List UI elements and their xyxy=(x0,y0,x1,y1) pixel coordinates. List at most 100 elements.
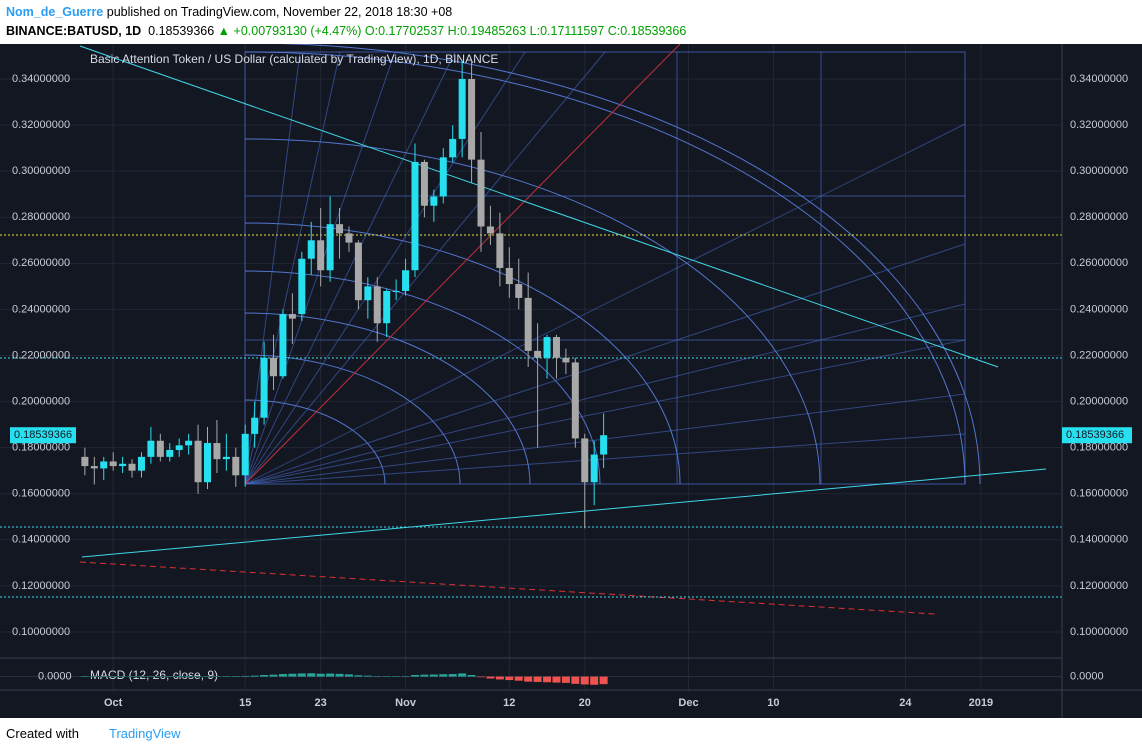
macd-bar xyxy=(222,676,231,677)
candle-body xyxy=(449,138,457,158)
macd-bar xyxy=(80,676,89,677)
candle-body xyxy=(468,79,476,160)
last-price-tag xyxy=(10,427,76,444)
candle-body xyxy=(270,357,278,377)
candle-body xyxy=(279,314,287,377)
macd-bar xyxy=(354,675,363,677)
macd-bar xyxy=(288,673,297,677)
candle-body xyxy=(373,286,381,324)
candle-body xyxy=(524,297,532,351)
chart: Basic Attention Token / US Dollar (calcu… xyxy=(0,44,1142,718)
macd-bar xyxy=(467,675,476,677)
candle-body xyxy=(534,350,542,358)
macd-bar xyxy=(278,674,287,677)
candle-body xyxy=(571,362,579,439)
macd-bar xyxy=(448,674,457,677)
candle-body xyxy=(477,159,485,227)
macd-bar xyxy=(118,676,127,677)
candle-body xyxy=(496,233,504,268)
y-tick-label: 0.20000000 xyxy=(1070,395,1128,407)
macd-tick-label: 0.0000 xyxy=(38,670,72,682)
macd-bar xyxy=(146,676,155,677)
last-price-label: 0.18539366 xyxy=(1066,429,1124,441)
candle-body xyxy=(81,456,89,467)
macd-bar xyxy=(486,676,495,679)
y-tick-label: 0.30000000 xyxy=(12,165,70,177)
macd-bar xyxy=(458,673,467,677)
candle-body xyxy=(175,445,183,450)
candle-body xyxy=(383,290,391,324)
macd-bar xyxy=(477,676,486,678)
candle-body xyxy=(109,461,117,467)
background xyxy=(0,44,1142,718)
macd-bar xyxy=(156,676,165,677)
candle-body xyxy=(194,440,202,483)
candle-body xyxy=(411,161,419,271)
macd-bar xyxy=(241,675,250,677)
candle-body xyxy=(439,157,447,197)
candle-body xyxy=(392,290,400,292)
candle-body xyxy=(307,240,315,259)
y-tick-label: 0.22000000 xyxy=(1070,349,1128,361)
y-tick-label: 0.22000000 xyxy=(12,349,70,361)
candle-body xyxy=(156,440,164,457)
candle-body xyxy=(336,224,344,234)
x-tick-label: Oct xyxy=(104,697,123,709)
candle-body xyxy=(213,443,221,460)
x-tick-label: 2019 xyxy=(969,697,993,709)
macd-bar xyxy=(420,674,429,677)
brand[interactable]: TradingView xyxy=(108,726,181,741)
candle-body xyxy=(119,463,127,467)
candle-body xyxy=(137,456,145,471)
candle-body xyxy=(581,438,589,483)
macd-bar xyxy=(109,676,118,677)
footer: Created with TradingView xyxy=(6,726,181,741)
trend-line xyxy=(81,468,1047,558)
candle-body xyxy=(288,314,296,319)
macd-bar xyxy=(590,676,599,685)
macd-bar xyxy=(184,675,193,677)
candle-body xyxy=(552,337,560,358)
candle-body xyxy=(600,435,608,455)
macd-bar xyxy=(543,676,552,683)
candle-body xyxy=(232,456,240,476)
gann-diagonal xyxy=(244,44,681,485)
author[interactable]: Nom_de_Guerre xyxy=(6,5,104,19)
macd-bar xyxy=(297,673,306,677)
y-tick-label: 0.32000000 xyxy=(12,119,70,131)
candle-body xyxy=(251,417,259,434)
candle-body xyxy=(203,443,211,483)
x-tick-label: 10 xyxy=(767,697,779,709)
candle-body xyxy=(402,270,410,291)
macd-bar xyxy=(524,676,533,682)
macd-label: MACD (12, 26, close, 9) xyxy=(90,668,218,682)
macd-bar xyxy=(316,673,325,677)
candle-body xyxy=(354,242,362,301)
x-tick-label: 12 xyxy=(503,697,515,709)
macd-bar xyxy=(231,676,240,677)
y-tick-label: 0.34000000 xyxy=(12,73,70,85)
y-tick-label: 0.12000000 xyxy=(1070,580,1128,592)
y-tick-label: 0.26000000 xyxy=(12,257,70,269)
published: published on TradingView.com, November 2… xyxy=(103,5,453,19)
candle-body xyxy=(430,196,438,206)
macd-bar xyxy=(439,674,448,677)
macd-bar xyxy=(212,676,221,677)
y-tick-label: 0.26000000 xyxy=(1070,257,1128,269)
close: C:0.18539366 xyxy=(607,24,687,38)
y-tick-label: 0.10000000 xyxy=(12,626,70,638)
macd-bar xyxy=(99,676,108,677)
last: 0.18539366 xyxy=(148,24,215,38)
macd-bar xyxy=(429,674,438,677)
candle-body xyxy=(562,357,570,363)
candle-body xyxy=(590,454,598,483)
y-tick-label: 0.28000000 xyxy=(12,211,70,223)
macd-bar xyxy=(194,676,203,677)
macd-bar xyxy=(373,676,382,677)
candle-body xyxy=(222,456,230,460)
macd-bar xyxy=(382,676,391,677)
open: O:0.17702537 xyxy=(364,24,445,38)
change: ▲ +0.00793130 (+4.47%) xyxy=(217,24,362,38)
macd-bar xyxy=(561,676,570,683)
